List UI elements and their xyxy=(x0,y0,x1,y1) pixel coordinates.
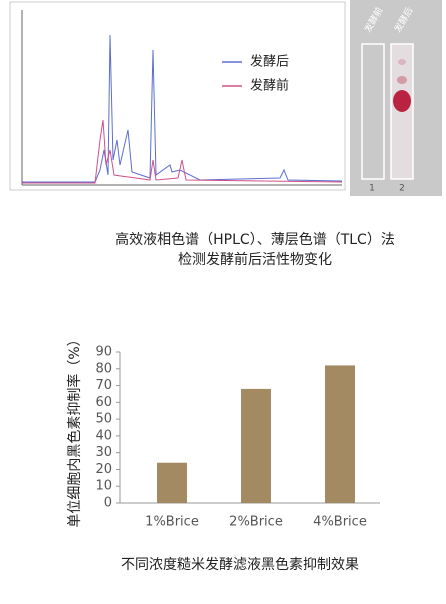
y-tick-label: 60 xyxy=(95,395,112,410)
tlc-spot xyxy=(393,90,411,112)
x-tick-label: 1%Brice xyxy=(145,515,199,530)
y-tick-label: 0 xyxy=(104,496,112,511)
caption: 检测发酵前后活性物变化 xyxy=(178,251,332,268)
y-tick-label: 80 xyxy=(95,361,112,376)
y-tick-label: 90 xyxy=(95,345,112,360)
caption: 高效液相色谱（HPLC）、薄层色谱（TLC）法 xyxy=(115,231,395,248)
bar xyxy=(241,388,271,503)
y-tick-label: 70 xyxy=(95,378,112,393)
hplc-frame xyxy=(9,1,346,191)
x-tick-label: 2%Brice xyxy=(229,515,283,530)
tlc-spot xyxy=(397,76,407,84)
y-tick-label: 50 xyxy=(95,412,112,427)
y-tick-label: 40 xyxy=(95,428,112,443)
y-tick-label: 20 xyxy=(95,462,112,477)
y-axis-title: 单位细胞内黑色素抑制率（%） xyxy=(66,332,83,527)
tlc-number: 2 xyxy=(399,184,405,194)
tlc-number: 1 xyxy=(369,184,375,194)
tlc-lane xyxy=(361,43,385,180)
legend-label: 发酵前 xyxy=(250,78,289,94)
y-tick-label: 10 xyxy=(95,479,112,494)
tlc-spot xyxy=(398,59,406,65)
y-tick-label: 30 xyxy=(95,445,112,460)
caption: 不同浓度糙米发酵滤液黑色素抑制效果 xyxy=(121,556,359,573)
x-tick-label: 4%Brice xyxy=(313,515,367,530)
legend-label: 发酵后 xyxy=(250,54,289,70)
bar xyxy=(157,462,187,503)
hplc-trace-before xyxy=(22,119,343,184)
bar xyxy=(325,365,355,503)
